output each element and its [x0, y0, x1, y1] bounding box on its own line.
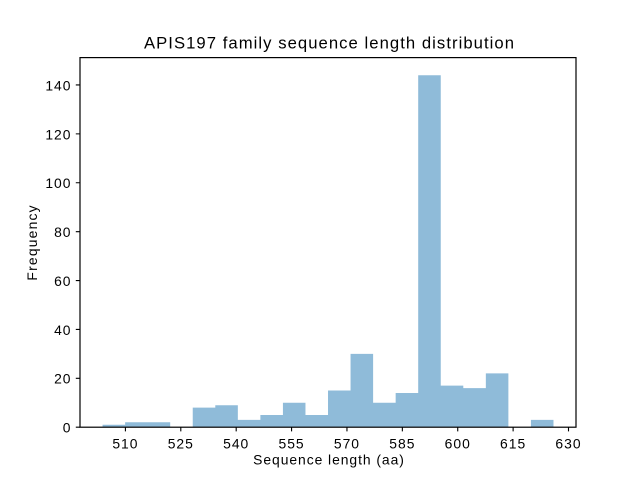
svg-text:40: 40	[54, 322, 71, 338]
svg-text:Sequence length (aa): Sequence length (aa)	[253, 452, 405, 468]
svg-text:510: 510	[112, 435, 138, 451]
svg-text:140: 140	[45, 77, 71, 93]
svg-text:80: 80	[54, 224, 71, 240]
svg-text:630: 630	[555, 435, 581, 451]
svg-text:120: 120	[45, 126, 71, 142]
svg-text:585: 585	[389, 435, 415, 451]
svg-text:0: 0	[63, 420, 72, 436]
svg-text:555: 555	[278, 435, 304, 451]
svg-text:60: 60	[54, 273, 71, 289]
svg-text:525: 525	[168, 435, 194, 451]
svg-text:600: 600	[445, 435, 471, 451]
svg-text:540: 540	[223, 435, 249, 451]
svg-text:20: 20	[54, 371, 71, 387]
svg-text:Frequency: Frequency	[24, 204, 40, 280]
svg-text:615: 615	[500, 435, 526, 451]
svg-text:570: 570	[334, 435, 360, 451]
svg-text:100: 100	[45, 175, 71, 191]
svg-text:APIS197 family sequence length: APIS197 family sequence length distribut…	[144, 33, 515, 52]
